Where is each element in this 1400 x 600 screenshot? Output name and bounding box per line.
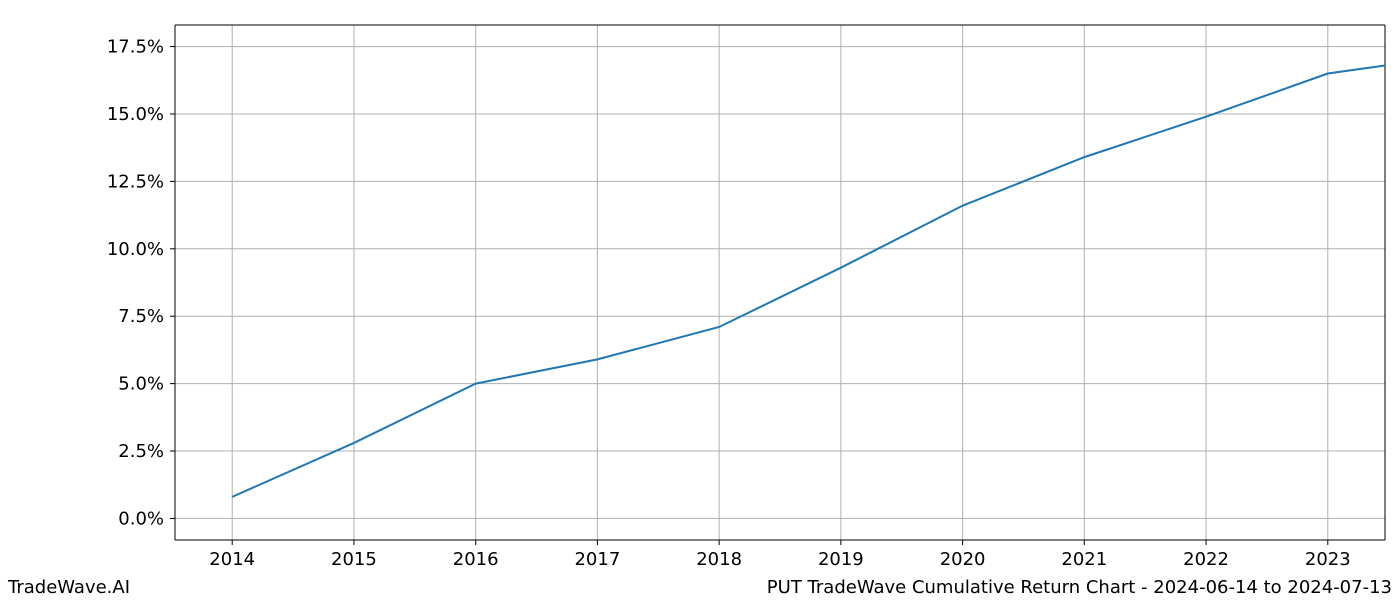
line-chart: 2014 2015 2016 2017 2018 2019 2020 2021 2022 2023…	[0, 0, 1400, 600]
y-tick-label: 17.5%	[107, 37, 164, 58]
x-tick-label: 2016	[453, 549, 499, 570]
x-tick-label: 2019	[818, 549, 864, 570]
y-tick-label: 15.0%	[107, 104, 164, 125]
chart-container: 2014 2015 2016 2017 2018 2019 2020 2021 2022 2023…	[0, 0, 1400, 600]
chart-bg	[0, 0, 1400, 600]
y-tick-label: 0.0%	[118, 508, 164, 529]
x-tick-label: 2017	[574, 549, 620, 570]
footer-right-label: PUT TradeWave Cumulative Return Chart - …	[767, 577, 1392, 598]
x-tick-label: 2014	[209, 549, 255, 570]
footer-left-label: TradeWave.AI	[8, 577, 130, 598]
x-tick-label: 2020	[940, 549, 986, 570]
x-tick-label: 2022	[1183, 549, 1229, 570]
x-tick-label: 2023	[1305, 549, 1351, 570]
x-tick-label: 2018	[696, 549, 742, 570]
y-tick-label: 12.5%	[107, 171, 164, 192]
y-tick-label: 2.5%	[118, 441, 164, 462]
x-tick-label: 2015	[331, 549, 377, 570]
y-tick-label: 5.0%	[118, 374, 164, 395]
y-tick-label: 7.5%	[118, 306, 164, 327]
y-tick-label: 10.0%	[107, 239, 164, 260]
chart-footer: TradeWave.AI PUT TradeWave Cumulative Re…	[0, 572, 1400, 600]
x-tick-label: 2021	[1061, 549, 1107, 570]
